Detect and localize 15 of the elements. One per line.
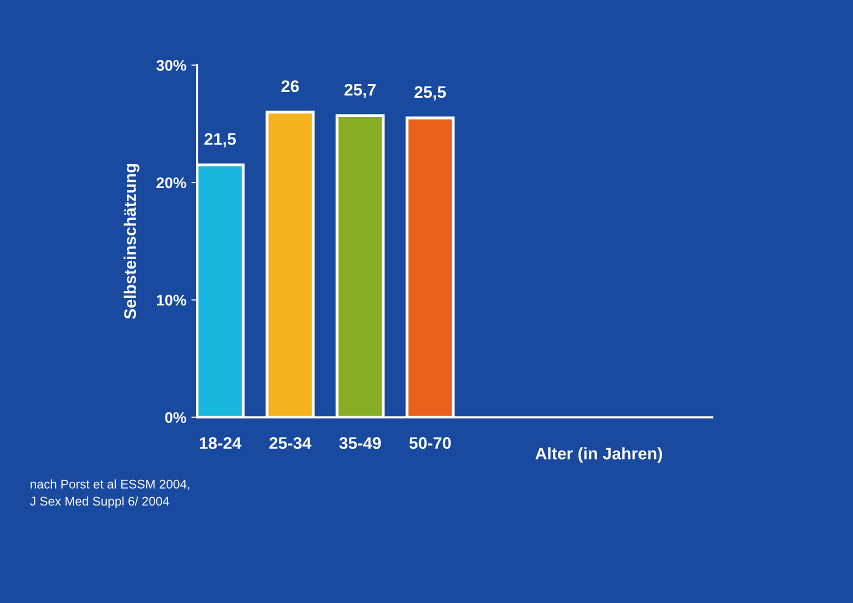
- data-label: 25,7: [344, 84, 376, 98]
- y-axis-title: Selbsteinschätzung: [124, 164, 140, 319]
- data-label: 25,5: [414, 86, 446, 100]
- x-tick-label: 35-49: [339, 437, 381, 449]
- data-label: 21,5: [204, 133, 236, 148]
- y-tick-label: 30%: [156, 60, 186, 71]
- x-tick-label: 50-70: [409, 437, 451, 449]
- y-tick-label: 10%: [157, 294, 186, 306]
- data-label: 26: [281, 80, 299, 92]
- x-tick-label: 18-24: [200, 437, 242, 449]
- text: nach Porst et al ESSM 2004, J Sex Med Suppl 6/ 2004: [30, 479, 190, 508]
- y-tick-label: 0%: [165, 412, 186, 423]
- x-tick-label: 25-34: [269, 437, 312, 449]
- x-axis-title: Alter (in Jahren): [535, 447, 662, 463]
- y-tick-label: 20%: [156, 177, 186, 188]
